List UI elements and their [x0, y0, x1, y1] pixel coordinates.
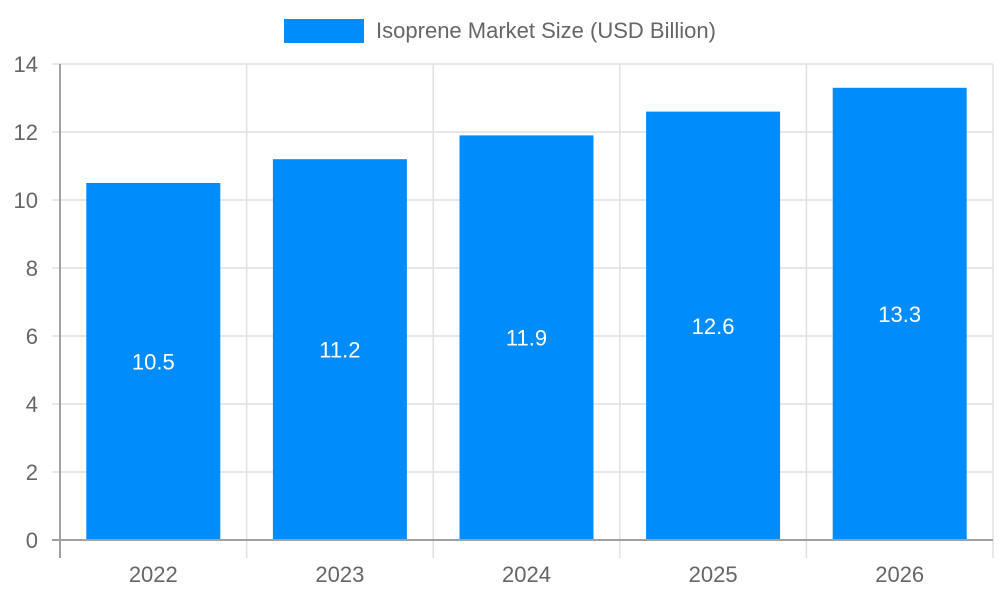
data-labels: 10.5 11.2 11.9 12.6 13.3: [132, 302, 921, 375]
y-tick-label: 14: [14, 52, 38, 77]
data-label: 13.3: [878, 302, 921, 327]
y-tick-label: 4: [26, 392, 38, 417]
y-tick-label: 8: [26, 256, 38, 281]
legend-label[interactable]: Isoprene Market Size (USD Billion): [376, 18, 716, 43]
bar-2022[interactable]: [86, 183, 221, 540]
x-tick-label: 2024: [502, 562, 551, 587]
x-tick-label: 2023: [315, 562, 364, 587]
legend-swatch[interactable]: [284, 19, 365, 43]
y-tick-label: 0: [26, 528, 38, 553]
bar-2024[interactable]: [459, 135, 594, 540]
y-axis-ticks: 0 2 4 6 8 10 12 14: [14, 52, 38, 553]
x-tick-label: 2026: [875, 562, 924, 587]
bar-2023[interactable]: [272, 159, 407, 540]
bars: [86, 87, 967, 541]
x-axis-ticks: 2022 2023 2024 2025 2026: [129, 562, 924, 587]
data-label: 11.2: [319, 338, 360, 363]
data-label: 12.6: [692, 314, 735, 339]
bar-2026[interactable]: [832, 87, 967, 541]
x-tick-label: 2022: [129, 562, 178, 587]
bar-2025[interactable]: [646, 111, 781, 540]
chart-legend: Isoprene Market Size (USD Billion): [0, 18, 1000, 44]
axes: [52, 64, 993, 558]
data-label: 10.5: [132, 350, 175, 375]
y-tick-label: 12: [14, 120, 38, 145]
y-tick-label: 6: [26, 324, 38, 349]
y-tick-label: 10: [14, 188, 38, 213]
data-label: 11.9: [506, 326, 547, 351]
x-tick-label: 2025: [689, 562, 738, 587]
y-tick-label: 2: [26, 460, 38, 485]
